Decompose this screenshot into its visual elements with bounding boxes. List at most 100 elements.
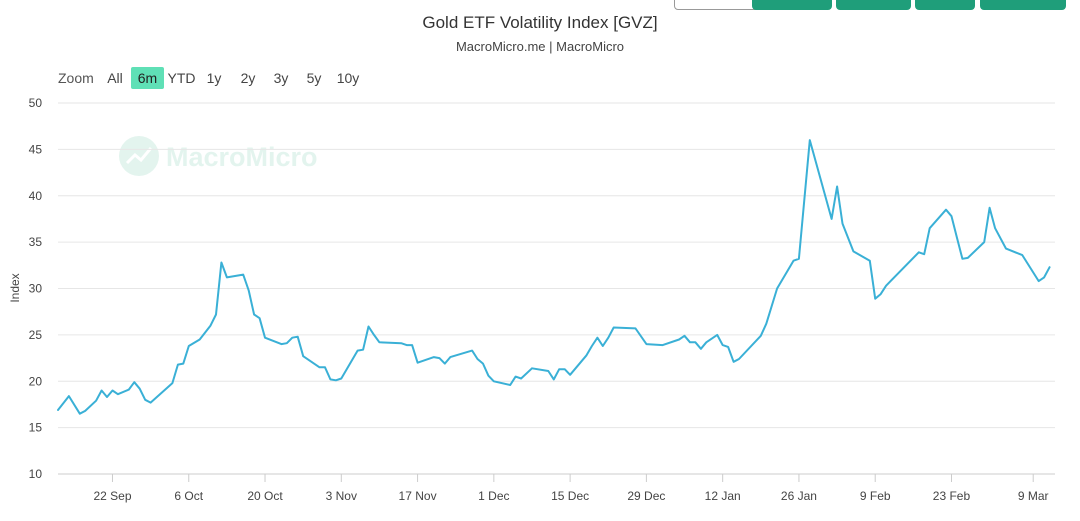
data-point[interactable] bbox=[340, 377, 342, 379]
data-point[interactable] bbox=[798, 258, 800, 260]
range-button-1y[interactable]: 1y bbox=[206, 70, 222, 86]
data-point[interactable] bbox=[117, 393, 119, 395]
data-point[interactable] bbox=[732, 361, 734, 363]
data-point[interactable] bbox=[988, 207, 990, 209]
data-point[interactable] bbox=[242, 273, 244, 275]
range-button-6m[interactable]: 6m bbox=[131, 67, 164, 89]
series-line-gvz[interactable] bbox=[57, 139, 1051, 415]
data-point[interactable] bbox=[144, 399, 146, 401]
data-point[interactable] bbox=[607, 337, 609, 339]
data-point[interactable] bbox=[874, 298, 876, 300]
data-point[interactable] bbox=[869, 260, 871, 262]
data-point[interactable] bbox=[950, 215, 952, 217]
data-point[interactable] bbox=[335, 379, 337, 381]
data-point[interactable] bbox=[553, 378, 555, 380]
data-point[interactable] bbox=[362, 349, 364, 351]
data-point[interactable] bbox=[830, 218, 832, 220]
data-point[interactable] bbox=[400, 342, 402, 344]
data-point[interactable] bbox=[809, 139, 811, 141]
data-point[interactable] bbox=[765, 323, 767, 325]
data-point[interactable] bbox=[738, 358, 740, 360]
data-point[interactable] bbox=[476, 358, 478, 360]
data-point[interactable] bbox=[177, 363, 179, 365]
data-point[interactable] bbox=[280, 343, 282, 345]
data-point[interactable] bbox=[471, 349, 473, 351]
range-button-3y[interactable]: 3y bbox=[273, 70, 289, 86]
data-point[interactable] bbox=[258, 317, 260, 319]
data-point[interactable] bbox=[1043, 276, 1045, 278]
data-point[interactable] bbox=[329, 378, 331, 380]
data-point[interactable] bbox=[662, 344, 664, 346]
data-point[interactable] bbox=[482, 362, 484, 364]
range-button-5y[interactable]: 5y bbox=[306, 70, 322, 86]
data-point[interactable] bbox=[215, 313, 217, 315]
data-point[interactable] bbox=[885, 285, 887, 287]
data-point[interactable] bbox=[716, 334, 718, 336]
data-point[interactable] bbox=[596, 337, 598, 339]
data-point[interactable] bbox=[171, 382, 173, 384]
data-point[interactable] bbox=[694, 341, 696, 343]
data-point[interactable] bbox=[1005, 247, 1007, 249]
data-point[interactable] bbox=[438, 357, 440, 359]
data-point[interactable] bbox=[100, 389, 102, 391]
data-point[interactable] bbox=[722, 344, 724, 346]
data-point[interactable] bbox=[411, 344, 413, 346]
data-point[interactable] bbox=[416, 362, 418, 364]
data-point[interactable] bbox=[531, 367, 533, 369]
data-point[interactable] bbox=[106, 396, 108, 398]
data-point[interactable] bbox=[945, 209, 947, 211]
data-point[interactable] bbox=[792, 260, 794, 262]
data-point[interactable] bbox=[253, 313, 255, 315]
data-point[interactable] bbox=[836, 185, 838, 187]
data-point[interactable] bbox=[209, 324, 211, 326]
toolbar-button-2[interactable] bbox=[836, 0, 911, 10]
data-point[interactable] bbox=[199, 338, 201, 340]
data-point[interactable] bbox=[700, 348, 702, 350]
data-point[interactable] bbox=[182, 362, 184, 364]
range-button-2y[interactable]: 2y bbox=[240, 70, 256, 86]
data-point[interactable] bbox=[264, 337, 266, 339]
data-point[interactable] bbox=[487, 375, 489, 377]
data-point[interactable] bbox=[956, 236, 958, 238]
data-point[interactable] bbox=[493, 380, 495, 382]
data-point[interactable] bbox=[961, 258, 963, 260]
data-point[interactable] bbox=[297, 336, 299, 338]
toolbar-button-1[interactable] bbox=[752, 0, 832, 10]
data-point[interactable] bbox=[967, 257, 969, 259]
data-point[interactable] bbox=[302, 355, 304, 357]
data-point[interactable] bbox=[564, 368, 566, 370]
data-point[interactable] bbox=[994, 227, 996, 229]
data-point[interactable] bbox=[585, 354, 587, 356]
data-point[interactable] bbox=[433, 356, 435, 358]
data-point[interactable] bbox=[128, 388, 130, 390]
data-point[interactable] bbox=[634, 327, 636, 329]
data-point[interactable] bbox=[602, 345, 604, 347]
data-point[interactable] bbox=[678, 338, 680, 340]
data-point[interactable] bbox=[226, 276, 228, 278]
data-point[interactable] bbox=[139, 388, 141, 390]
data-point[interactable] bbox=[683, 335, 685, 337]
data-point[interactable] bbox=[444, 362, 446, 364]
data-point[interactable] bbox=[558, 368, 560, 370]
data-point[interactable] bbox=[613, 326, 615, 328]
data-point[interactable] bbox=[727, 346, 729, 348]
data-point[interactable] bbox=[514, 375, 516, 377]
data-point[interactable] bbox=[923, 253, 925, 255]
data-point[interactable] bbox=[929, 227, 931, 229]
data-point[interactable] bbox=[1038, 280, 1040, 282]
data-point[interactable] bbox=[591, 345, 593, 347]
data-point[interactable] bbox=[291, 337, 293, 339]
range-button-all[interactable]: All bbox=[107, 70, 123, 86]
data-point[interactable] bbox=[760, 335, 762, 337]
data-point[interactable] bbox=[378, 341, 380, 343]
data-point[interactable] bbox=[286, 342, 288, 344]
data-point[interactable] bbox=[776, 287, 778, 289]
data-point[interactable] bbox=[569, 374, 571, 376]
data-point[interactable] bbox=[356, 349, 358, 351]
data-point[interactable] bbox=[84, 410, 86, 412]
data-point[interactable] bbox=[68, 395, 70, 397]
data-point[interactable] bbox=[983, 241, 985, 243]
data-point[interactable] bbox=[367, 325, 369, 327]
data-point[interactable] bbox=[918, 251, 920, 253]
data-point[interactable] bbox=[111, 389, 113, 391]
